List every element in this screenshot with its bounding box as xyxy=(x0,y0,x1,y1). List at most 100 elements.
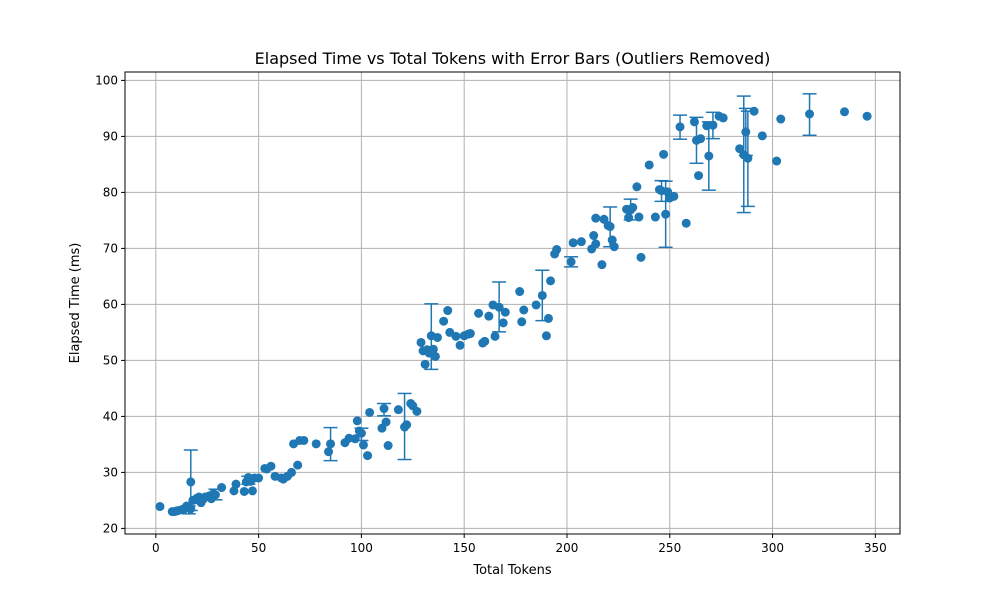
data-point xyxy=(254,473,264,483)
y-tick-label: 30 xyxy=(103,465,118,479)
data-point xyxy=(708,120,718,130)
data-point xyxy=(805,109,815,119)
data-point xyxy=(541,331,551,341)
data-point xyxy=(451,331,461,341)
data-point xyxy=(543,313,553,323)
data-point xyxy=(412,406,422,416)
data-point xyxy=(416,337,426,347)
data-point xyxy=(494,302,504,312)
data-point xyxy=(552,245,562,255)
data-point xyxy=(628,203,638,213)
data-point xyxy=(591,239,601,249)
data-point xyxy=(839,107,849,117)
data-point xyxy=(689,117,699,127)
data-point xyxy=(324,447,334,457)
data-point xyxy=(696,134,706,144)
x-tick-label: 300 xyxy=(761,541,784,555)
data-point xyxy=(326,439,336,449)
data-point xyxy=(743,153,753,163)
y-tick-label: 20 xyxy=(103,521,118,535)
data-point xyxy=(352,416,362,426)
data-point xyxy=(624,213,634,223)
data-point xyxy=(247,486,257,496)
data-point xyxy=(155,502,165,512)
data-point xyxy=(430,351,440,361)
data-point xyxy=(546,276,556,286)
data-points xyxy=(155,106,872,517)
y-tick-label: 70 xyxy=(103,241,118,255)
y-axis-label: Elapsed Time (ms) xyxy=(68,243,83,364)
data-point xyxy=(675,122,685,132)
data-point xyxy=(669,191,679,201)
data-point xyxy=(776,114,786,124)
y-tick-label: 50 xyxy=(103,353,118,367)
x-axis-label: Total Tokens xyxy=(472,563,551,578)
data-point xyxy=(659,149,669,159)
data-point xyxy=(358,440,368,450)
data-point xyxy=(634,212,644,222)
x-tick-label: 100 xyxy=(350,541,373,555)
data-point xyxy=(517,317,527,327)
x-tick-label: 250 xyxy=(658,541,681,555)
data-point xyxy=(465,329,475,339)
x-tick-label: 350 xyxy=(864,541,887,555)
data-point xyxy=(363,451,373,461)
grid-lines xyxy=(125,72,900,534)
data-point xyxy=(636,252,646,262)
y-tick-label: 80 xyxy=(103,185,118,199)
data-point xyxy=(568,238,578,248)
data-point xyxy=(480,336,490,346)
data-point xyxy=(381,417,391,427)
data-point xyxy=(432,332,442,342)
data-point xyxy=(402,420,412,430)
data-point xyxy=(741,127,751,137)
data-point xyxy=(661,209,671,219)
data-point xyxy=(287,467,297,477)
x-axis-ticks: 0 50 100 150 200 250 300 350 xyxy=(152,534,887,555)
data-point xyxy=(186,504,196,514)
data-point xyxy=(239,486,249,496)
data-point xyxy=(420,359,430,369)
x-tick-label: 150 xyxy=(453,541,476,555)
data-point xyxy=(350,434,360,444)
data-point xyxy=(597,260,607,270)
data-point xyxy=(718,113,728,123)
plot-area-frame xyxy=(124,71,901,535)
data-point xyxy=(681,218,691,228)
data-point xyxy=(299,435,309,445)
data-point xyxy=(605,222,615,232)
x-tick-label: 0 xyxy=(152,541,160,555)
data-point xyxy=(500,307,510,317)
data-point xyxy=(186,477,196,487)
data-point xyxy=(293,460,303,470)
data-point xyxy=(490,331,500,341)
data-point xyxy=(537,290,547,300)
data-point xyxy=(749,106,759,116)
data-point xyxy=(474,308,484,318)
data-point xyxy=(519,305,529,315)
data-point xyxy=(428,344,438,354)
data-point xyxy=(589,231,599,241)
data-point xyxy=(650,212,660,222)
y-tick-label: 40 xyxy=(103,409,118,423)
y-axis-ticks: 20 30 40 50 60 70 80 90 100 xyxy=(95,73,125,535)
data-point xyxy=(531,300,541,310)
data-point xyxy=(455,340,465,350)
y-tick-label: 60 xyxy=(103,297,118,311)
data-point xyxy=(576,237,586,247)
data-point xyxy=(757,131,767,141)
data-point xyxy=(266,461,276,471)
data-point xyxy=(311,439,321,449)
data-point xyxy=(515,287,525,297)
data-point xyxy=(210,490,220,500)
data-point xyxy=(365,407,375,417)
x-tick-label: 50 xyxy=(251,541,266,555)
data-point xyxy=(644,160,654,170)
data-point xyxy=(484,311,494,321)
data-point xyxy=(591,213,601,223)
data-point xyxy=(498,318,508,328)
data-point xyxy=(772,156,782,166)
y-tick-label: 90 xyxy=(103,129,118,143)
data-point xyxy=(694,171,704,181)
